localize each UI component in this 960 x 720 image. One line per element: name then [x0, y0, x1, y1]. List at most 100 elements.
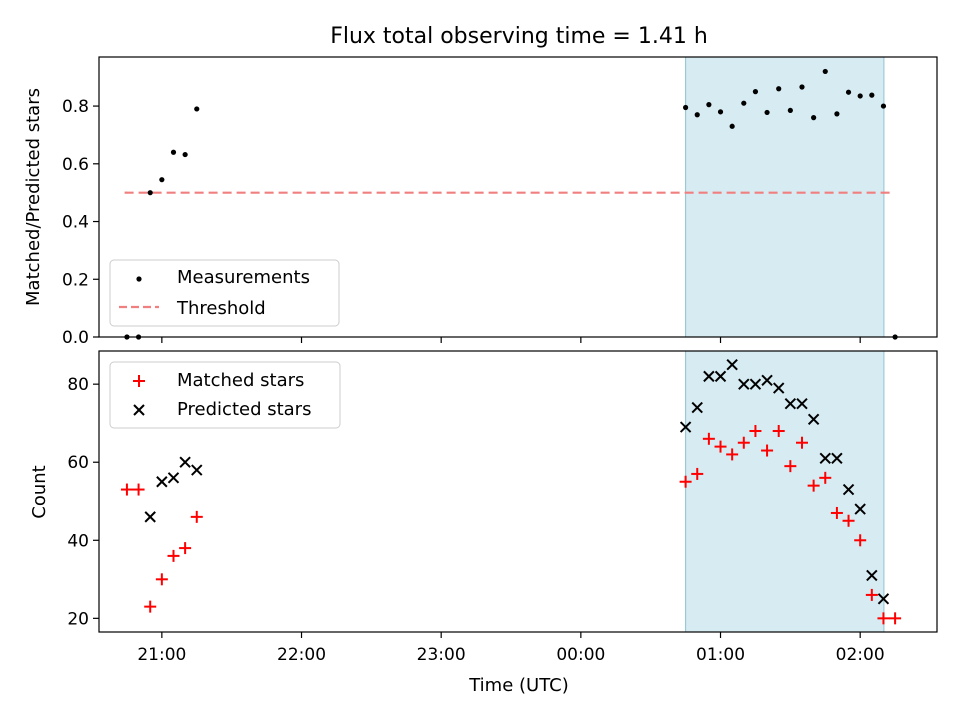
- measurement-point: [741, 100, 747, 106]
- x-axis-label: Time (UTC): [468, 675, 569, 696]
- matched-star-point: [714, 440, 727, 453]
- matched-star-point: [179, 542, 192, 555]
- matched-star-point: [795, 436, 808, 449]
- predicted-star-point: [877, 593, 890, 605]
- predicted-star-point: [854, 503, 866, 515]
- x-tick-label: 22:00: [277, 645, 326, 665]
- top-shaded-region: [685, 56, 885, 338]
- legend-predicted-label: Predicted stars: [177, 399, 311, 420]
- predicted-star-point: [179, 456, 191, 468]
- top-legend-frame: [109, 259, 340, 327]
- bottom-count-points: [120, 358, 902, 625]
- matched-star-point: [784, 460, 797, 473]
- measurement-point: [869, 92, 875, 98]
- measurement-point: [811, 115, 817, 121]
- top-axes-frame: [98, 56, 938, 338]
- bottom-legend: Matched stars Predicted stars: [109, 361, 341, 429]
- top-observing-window: [685, 56, 885, 338]
- predicted-star-point: [761, 374, 773, 386]
- predicted-star-point: [679, 421, 692, 433]
- predicted-star-point: [796, 397, 808, 410]
- measurement-point: [857, 93, 863, 99]
- x-tick-label: 00:00: [556, 645, 605, 665]
- matched-star-point: [749, 425, 762, 438]
- legend-measurements-label: Measurements: [177, 267, 310, 288]
- predicted-star-point: [749, 378, 762, 390]
- matched-star-point: [877, 612, 890, 625]
- bottom-shaded-region: [685, 350, 885, 633]
- top-legend: Measurements Threshold: [109, 259, 340, 327]
- legend-matched-label: Matched stars: [177, 370, 304, 391]
- legend-measurements-marker: [136, 276, 142, 282]
- measurement-point: [845, 89, 852, 95]
- matched-star-point: [167, 549, 180, 562]
- top-x-ticks: [161, 337, 861, 343]
- measurement-point: [799, 84, 805, 90]
- predicted-star-point: [738, 378, 750, 390]
- measurement-point: [880, 103, 887, 109]
- bottom-axes-frame: [98, 350, 938, 633]
- top-y-tick-label: 0.2: [62, 270, 89, 290]
- x-tick-label: 21:00: [137, 645, 186, 665]
- predicted-star-point: [691, 401, 703, 414]
- matched-star-point: [726, 448, 739, 461]
- predicted-star-point: [156, 476, 168, 488]
- measurement-point: [834, 111, 840, 117]
- legend-matched-marker: [133, 375, 145, 387]
- bottom-y-tick-label: 80: [67, 375, 89, 395]
- measurement-point: [752, 89, 759, 95]
- legend-predicted-marker: [133, 404, 145, 416]
- predicted-star-point: [703, 370, 715, 383]
- bottom-x-ticks: 21:00 22:00 23:00 00:00 01:00 02:00: [137, 632, 885, 665]
- matched-star-point: [807, 479, 820, 492]
- matched-star-point: [691, 467, 704, 480]
- predicted-star-point: [807, 413, 820, 426]
- measurement-point: [159, 177, 165, 183]
- matched-star-point: [830, 506, 843, 519]
- x-tick-label: 23:00: [417, 645, 466, 665]
- top-y-tick-label: 0.6: [62, 155, 89, 175]
- x-tick-label: 01:00: [696, 645, 745, 665]
- bottom-legend-frame: [109, 361, 341, 429]
- matched-star-point: [679, 475, 692, 488]
- matched-star-point: [865, 588, 878, 601]
- top-y-tick-label: 0.8: [62, 97, 89, 117]
- measurement-point: [706, 102, 712, 108]
- measurement-point: [822, 68, 828, 75]
- matched-star-point: [854, 534, 867, 547]
- measurement-point: [776, 86, 782, 92]
- matched-star-point: [737, 436, 750, 449]
- predicted-star-point: [819, 452, 831, 465]
- measurement-point: [717, 109, 724, 115]
- figure-title: Flux total observing time = 1.41 h: [330, 24, 708, 49]
- matched-star-point: [761, 444, 774, 457]
- top-y-tick-label: 0.4: [62, 213, 89, 233]
- measurement-point: [147, 190, 153, 196]
- matched-star-point: [889, 612, 902, 625]
- matched-star-point: [702, 432, 715, 445]
- predicted-star-point: [726, 358, 738, 371]
- bottom-y-label: Count: [29, 465, 50, 518]
- measurement-point: [729, 123, 735, 129]
- bottom-y-ticks: 20 40 60 80: [67, 375, 99, 629]
- bottom-observing-window: [685, 350, 885, 633]
- matched-star-point: [819, 471, 832, 484]
- matched-star-point: [120, 483, 133, 496]
- measurement-point: [194, 106, 200, 112]
- predicted-star-point: [167, 472, 180, 484]
- legend-threshold-label: Threshold: [176, 298, 266, 319]
- matched-star-point: [155, 573, 168, 586]
- predicted-star-point: [714, 370, 727, 383]
- x-tick-label: 02:00: [836, 645, 885, 665]
- predicted-star-point: [191, 464, 203, 476]
- predicted-star-point: [784, 397, 797, 410]
- top-panel: 0.00.20.40.60.8 Matched/Predicted stars …: [23, 56, 938, 348]
- measurement-point: [764, 109, 770, 116]
- matched-star-point: [132, 483, 145, 496]
- measurement-point: [787, 107, 793, 114]
- predicted-star-point: [144, 511, 156, 523]
- measurement-point: [694, 112, 700, 118]
- top-y-ticks: 0.0 0.2 0.4 0.6 0.8: [62, 97, 99, 348]
